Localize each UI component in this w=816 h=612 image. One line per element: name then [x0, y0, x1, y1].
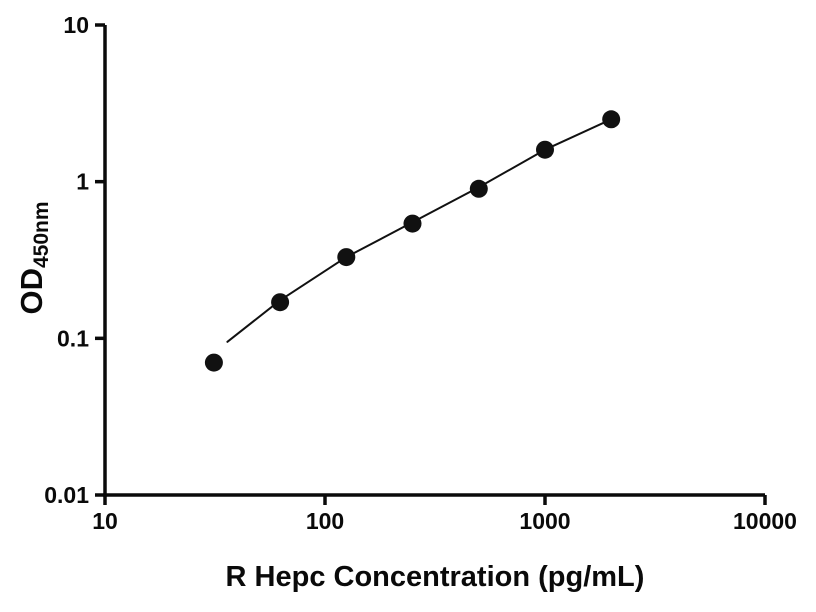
y-tick-label: 1 [76, 169, 89, 195]
plot-area: 10 100 1000 10000 10 1 0.1 0.01 [44, 12, 797, 534]
y-axis-title-subscript: 450nm [30, 201, 53, 268]
data-point [602, 110, 621, 129]
data-point [337, 248, 356, 267]
y-tick-label: 0.1 [57, 325, 89, 351]
data-point [403, 214, 422, 233]
data-point [469, 179, 488, 198]
y-axis-title: OD450nm [14, 201, 53, 314]
x-tick-label: 10 [92, 508, 118, 534]
y-tick-label: 10 [63, 12, 89, 38]
data-point [536, 140, 554, 159]
x-tick-label: 10000 [733, 508, 797, 534]
x-axis-title: R Hepc Concentration (pg/mL) [226, 561, 645, 593]
svg-text:OD450nm: OD450nm [14, 201, 53, 314]
data-point [271, 293, 290, 312]
x-tick-label: 100 [306, 508, 344, 534]
y-tick-label: 0.01 [44, 482, 89, 508]
y-axis-title-main: OD [14, 268, 49, 315]
x-tick-label: 1000 [519, 508, 570, 534]
data-point [204, 353, 223, 372]
